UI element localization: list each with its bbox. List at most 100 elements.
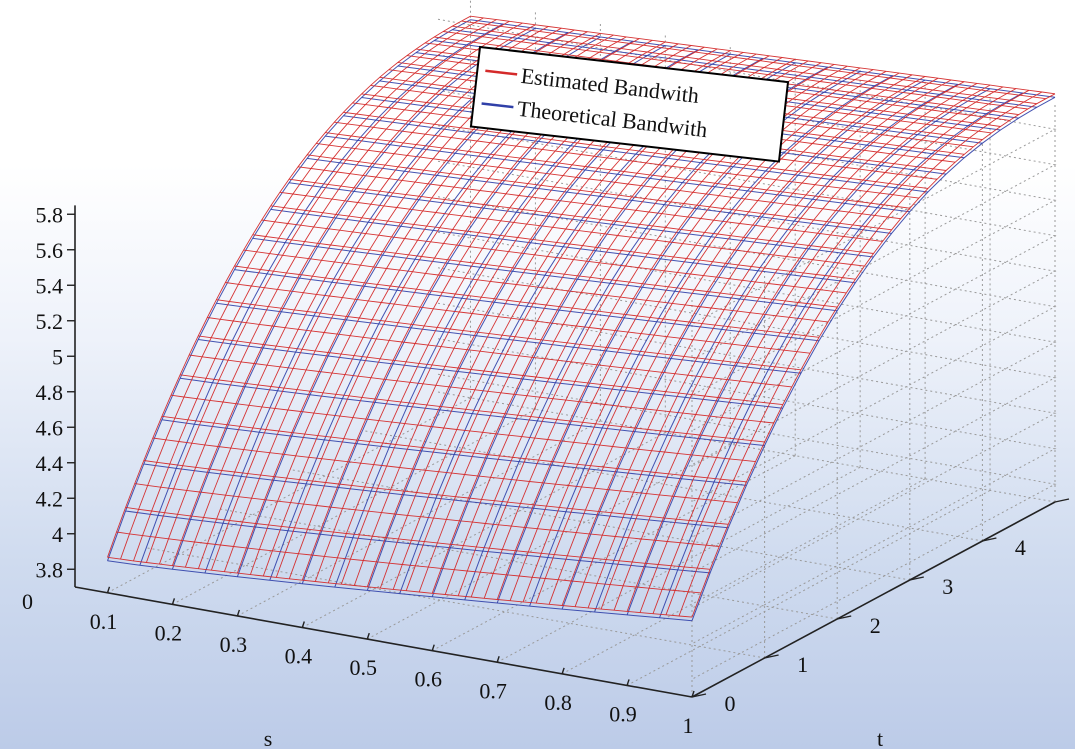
z-tick-label: 5.4 (36, 273, 64, 298)
mesh-line (207, 317, 792, 388)
mesh-line (574, 77, 939, 607)
y-tick-mark (909, 576, 924, 581)
mesh-line (561, 76, 926, 606)
x-tick-mark (366, 632, 370, 640)
mesh-line (639, 86, 1004, 613)
mesh-line (279, 191, 865, 267)
mesh-line (243, 249, 829, 323)
z-tick-label: 4.6 (36, 415, 64, 440)
mesh-line (107, 19, 471, 561)
mesh-line (613, 83, 978, 611)
mesh-line (522, 70, 887, 603)
mesh-line (665, 89, 1030, 615)
mesh-line (691, 96, 1056, 621)
y-tick-mark (982, 537, 997, 542)
mesh-line (496, 70, 861, 604)
mesh-line (225, 282, 811, 354)
z-tick-label: 5 (52, 344, 63, 369)
legend-swatch-estimated (485, 69, 518, 76)
x-tick-mark (236, 609, 241, 617)
x-tick-label: 0.4 (285, 644, 313, 669)
mesh-line (626, 88, 991, 616)
y-tick-label: 2 (870, 613, 881, 638)
mesh-line (496, 67, 861, 600)
mesh-line (535, 72, 900, 604)
mesh-line (529, 75, 893, 607)
mesh-line (125, 510, 711, 574)
grid-line (237, 420, 601, 617)
grid-line (626, 489, 991, 686)
mesh-line (107, 556, 693, 618)
y-tick-mark (764, 654, 779, 659)
mesh-line (600, 81, 965, 610)
x-tick-label: 0.2 (155, 620, 183, 645)
z-tick-label: 4.2 (36, 486, 64, 511)
mesh-line (288, 178, 874, 254)
mesh-line (561, 79, 926, 610)
z-tick-label: 5.6 (36, 238, 64, 263)
surface-mesh (107, 15, 1056, 622)
x-tick-label: 0.5 (350, 655, 378, 680)
mesh-line (626, 84, 991, 612)
x-tick-label: 0.6 (414, 667, 442, 692)
mesh-line (216, 299, 801, 371)
x-tick-label: 0.3 (220, 632, 248, 657)
x-tick-mark (301, 621, 305, 628)
mesh-line (594, 83, 958, 613)
mesh-line (198, 335, 783, 406)
grid-line (302, 432, 666, 628)
y-axis-line (691, 501, 1056, 698)
x-axis-line (74, 586, 693, 698)
mesh-line (452, 25, 1037, 105)
mesh-line (171, 24, 536, 566)
x-tick-label: 1 (683, 713, 694, 738)
y-tick-label: 4 (1015, 535, 1026, 560)
mesh-line (509, 69, 874, 601)
axes (74, 205, 1056, 698)
x-axis-label: s (264, 726, 273, 749)
mesh-line (134, 483, 720, 547)
mesh-line (161, 415, 747, 483)
mesh-line (234, 269, 820, 342)
z-tick-label: 5.8 (36, 202, 64, 227)
mesh-line (270, 205, 856, 280)
mesh-line (461, 20, 1046, 100)
mesh-line (120, 17, 484, 560)
mesh-line (548, 74, 913, 605)
x-tick-label: 0.9 (609, 701, 637, 726)
mesh-line (252, 234, 838, 308)
legend-box (469, 45, 790, 163)
grid-line (292, 469, 910, 581)
surface-estimated-bandwith (107, 15, 1056, 618)
mesh-line (152, 437, 738, 504)
grid-line (437, 125, 1057, 432)
mesh-line (189, 354, 774, 424)
mesh-line (691, 93, 1056, 618)
grid-line (437, 373, 1057, 680)
grid-line (437, 160, 1057, 467)
grid-line (107, 397, 471, 594)
mesh-line (107, 560, 693, 622)
legend-swatch-theoretical (481, 102, 514, 109)
mesh-line (659, 92, 1023, 618)
z-tick-label: 4.4 (36, 451, 64, 476)
x-tick-label: 0.7 (479, 678, 507, 703)
grid-line (437, 196, 1057, 503)
mesh-line (307, 154, 892, 231)
grid-line (437, 338, 1057, 645)
mesh-line (443, 31, 1028, 110)
x-tick-mark (626, 679, 630, 686)
mesh-line (180, 374, 765, 443)
mesh-line (116, 531, 702, 594)
mesh-line (316, 142, 901, 220)
mesh-line (125, 506, 711, 570)
mesh-line (145, 20, 510, 563)
mesh-line (133, 19, 497, 562)
grid-line (437, 267, 1057, 574)
x-tick-mark (171, 598, 176, 605)
z-tick-label: 3.8 (36, 557, 64, 582)
x-tick-mark (691, 690, 695, 698)
legend: Estimated Bandwith Theoretical Bandwith (469, 45, 790, 163)
mesh-line (297, 166, 883, 242)
